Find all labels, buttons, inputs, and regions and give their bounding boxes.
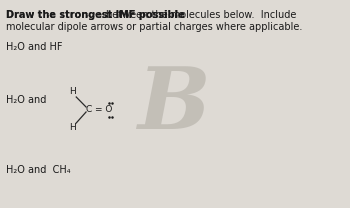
Text: B: B bbox=[137, 63, 210, 147]
Text: H₂O and: H₂O and bbox=[6, 95, 47, 105]
Text: C: C bbox=[86, 105, 92, 114]
Text: Draw the strongest IMF possible: Draw the strongest IMF possible bbox=[6, 10, 185, 20]
Text: Draw the strongest IMF possible between the molecules below.  Include: Draw the strongest IMF possible between … bbox=[6, 10, 350, 20]
Text: between the molecules below.  Include: between the molecules below. Include bbox=[106, 10, 297, 20]
Text: H: H bbox=[69, 124, 76, 132]
Text: H₂O and  CH₄: H₂O and CH₄ bbox=[6, 165, 71, 175]
Text: Draw the strongest IMF possible: Draw the strongest IMF possible bbox=[6, 10, 185, 20]
Text: molecular dipole arrows or partial charges where applicable.: molecular dipole arrows or partial charg… bbox=[6, 22, 302, 32]
Text: H: H bbox=[69, 87, 76, 95]
Text: H₂O and HF: H₂O and HF bbox=[6, 42, 63, 52]
Text: = O: = O bbox=[95, 105, 112, 114]
